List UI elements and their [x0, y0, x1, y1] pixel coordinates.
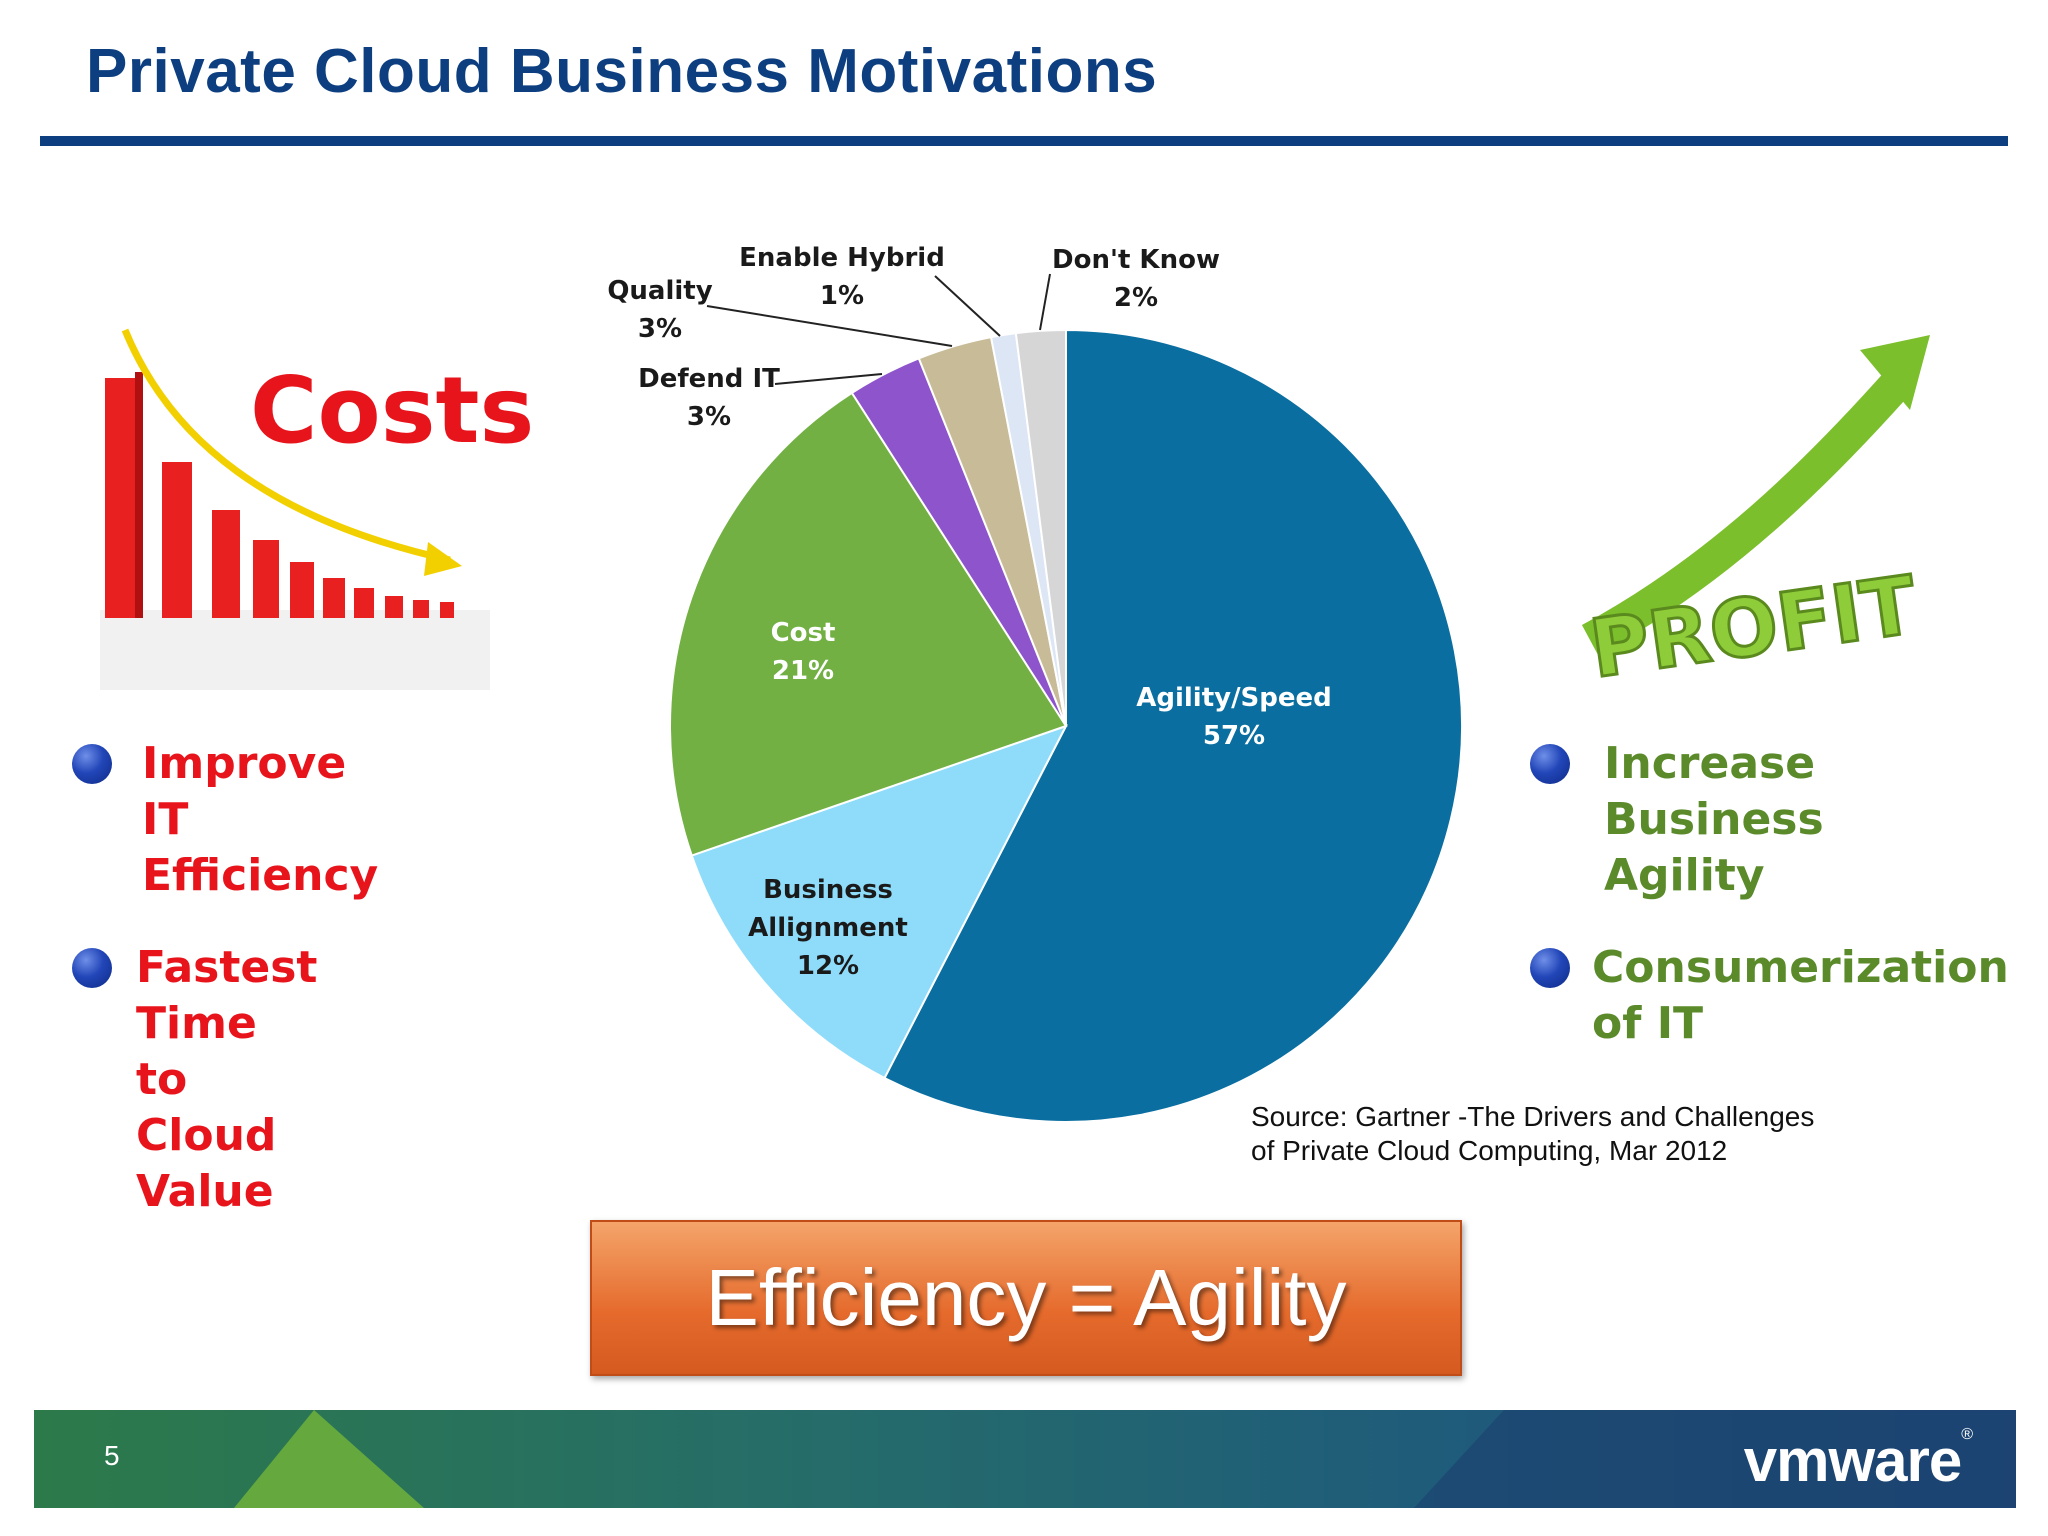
pie-label-quality: Quality 3% — [607, 276, 712, 344]
leader-line-quality — [706, 305, 953, 347]
pie-label-enable-hybrid: Enable Hybrid 1% — [739, 243, 945, 311]
pie-label-value: 57% — [1203, 721, 1265, 751]
bullet-dot-icon — [72, 948, 112, 988]
pie-label-name: Quality — [607, 276, 712, 306]
pie-label-name: Don't Know — [1052, 245, 1220, 275]
left-bullet-2: Fastest Time to Cloud Value — [72, 940, 317, 1220]
right-bullet-2: Consumerization of IT — [1530, 940, 2009, 1052]
vmware-logo-text: vmware — [1743, 1427, 1962, 1494]
slide-title: Private Cloud Business Motivations — [86, 37, 1158, 106]
left-bullet-1-text: Improve IT Efficiency — [142, 738, 379, 901]
efficiency-agility-banner: Efficiency = Agility — [590, 1220, 1462, 1376]
footer-decoration — [234, 1410, 2016, 1508]
pie-slice-business-allignment — [690, 724, 1069, 1080]
right-bullet-1-text: Increase Business Agility — [1604, 738, 1824, 901]
bullet-dot-icon — [72, 744, 112, 784]
pie-label-value: 3% — [687, 402, 731, 432]
pie-label-value: 3% — [638, 314, 682, 344]
pie-label-name: Enable Hybrid — [739, 243, 945, 273]
left-bullet-2-text: Fastest Time to Cloud Value — [136, 942, 318, 1217]
pie-label-name: Allignment — [748, 913, 908, 943]
pie-label-name: Agility/Speed — [1136, 683, 1332, 713]
pie-leader-lines — [706, 273, 1051, 385]
leader-line-defend-it — [774, 373, 883, 385]
left-bullet-1: Improve IT Efficiency — [72, 736, 378, 904]
bullet-dot-icon — [1530, 744, 1570, 784]
pie-slices — [669, 328, 1463, 1123]
right-bullet-1: Increase Business Agility — [1530, 736, 1824, 904]
vmware-logo: vmware® — [1743, 1426, 1973, 1494]
pie-label-value: 2% — [1114, 283, 1158, 313]
pie-label-value: 1% — [820, 281, 864, 311]
pie-label-value: 12% — [797, 951, 859, 981]
pie-slice-cost — [669, 391, 1068, 857]
pie-label-name: Cost — [771, 618, 836, 648]
pie-slice-agility-speed — [883, 328, 1463, 1123]
pie-label-name: Defend IT — [638, 364, 780, 394]
leader-line-enable-hybrid — [934, 275, 1001, 337]
pie-label-don-t-know: Don't Know 2% — [1052, 245, 1220, 313]
pie-label-defend-it: Defend IT 3% — [638, 364, 780, 432]
pie-label-agility-speed: Agility/Speed 57% — [1136, 683, 1332, 751]
page-number: 5 — [104, 1440, 120, 1471]
pie-label-name: Business — [763, 875, 893, 905]
pie-label-cost: Cost 21% — [771, 618, 836, 686]
title-rule — [40, 136, 2008, 146]
right-bullet-2-text: Consumerization of IT — [1592, 942, 2009, 1049]
pie-label-value: 21% — [772, 656, 834, 686]
footer-bar: 5 vmware® — [34, 1410, 2016, 1508]
pie-label-business-allignment: Business Allignment 12% — [748, 875, 908, 981]
leader-line-don-t-know — [1039, 273, 1051, 331]
bullet-dot-icon — [1530, 948, 1570, 988]
pie-slice-don-t-know — [1014, 328, 1067, 727]
pie-labels: Agility/Speed 57% Business Allignment 12% Cos… — [607, 243, 1331, 981]
banner-text: Efficiency = Agility — [705, 1253, 1347, 1342]
source-citation: Source: Gartner -The Drivers and Challen… — [1251, 1101, 1815, 1166]
